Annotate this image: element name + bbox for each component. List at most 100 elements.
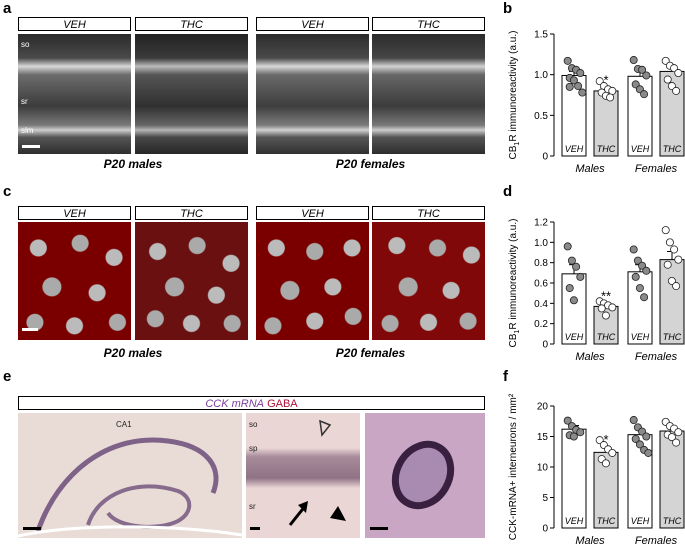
bar-label: THC [597, 516, 616, 526]
micrograph-c-thc-male [135, 222, 248, 340]
data-point [601, 311, 610, 320]
data-point [565, 284, 574, 293]
data-point [640, 90, 649, 99]
neuron-drawing [391, 440, 455, 510]
micrograph-c-veh-male [18, 222, 131, 340]
data-point [674, 428, 683, 437]
layer-sr-e-label: sr [249, 502, 256, 511]
layers-drawing [288, 419, 346, 526]
micrograph-a-veh-female [256, 34, 369, 154]
data-point [667, 276, 676, 285]
data-point [674, 255, 683, 264]
group-label: Males [575, 163, 605, 175]
data-point [672, 282, 681, 291]
layer-sr-label: sr [21, 97, 28, 106]
data-point [635, 284, 644, 293]
open-arrowhead-icon [319, 419, 332, 437]
scale-bar-e3 [370, 527, 388, 530]
header-a-thc-female: THC [372, 17, 485, 31]
group-label: Males [575, 535, 605, 547]
data-point [642, 266, 651, 275]
y-tick-label: 5 [542, 493, 548, 504]
scale-bar-c [22, 328, 38, 331]
y-tick-label: 10 [537, 463, 549, 474]
filled-arrowhead-icon [330, 506, 346, 521]
y-tick-label: 0.4 [534, 299, 548, 310]
data-point [672, 86, 681, 95]
data-point [574, 82, 583, 91]
bar-label: VEH [631, 144, 650, 154]
data-point [569, 76, 578, 85]
group-label: Females [635, 351, 678, 363]
bar-label: VEH [565, 516, 584, 526]
bar-label: VEH [631, 332, 650, 342]
y-axis-label: CB1R immunoreactivity (a.u.) [508, 219, 521, 348]
significance-marker: * [603, 432, 608, 447]
data-point [631, 434, 640, 443]
data-point [661, 226, 670, 235]
ca1-label: CA1 [116, 420, 132, 429]
micrograph-a-thc-female [372, 34, 485, 154]
data-point [629, 56, 638, 65]
data-point [608, 448, 617, 457]
data-point [576, 428, 585, 437]
data-point [672, 438, 681, 447]
bar-label: VEH [565, 144, 584, 154]
data-point [631, 272, 640, 281]
arrow-head-icon [298, 501, 308, 513]
panel-label-e: e [3, 368, 12, 385]
caption-a-females: P20 females [335, 157, 406, 171]
data-point [569, 432, 578, 441]
header-a-thc-male: THC [135, 17, 248, 31]
caption-c-females: P20 females [335, 346, 406, 360]
bar [627, 434, 653, 529]
caption-a-males: P20 males [103, 157, 163, 171]
significance-marker: * [603, 73, 608, 88]
scale-bar-e1 [23, 527, 41, 530]
y-tick-label: 0.6 [534, 279, 548, 290]
micrograph-e-layers [246, 413, 360, 538]
group-label: Males [575, 351, 605, 363]
data-point [663, 260, 672, 269]
data-point [608, 303, 617, 312]
data-point [633, 256, 642, 265]
y-tick-label: 1.0 [534, 70, 548, 81]
data-point [601, 459, 610, 468]
data-point [569, 296, 578, 305]
chart-f: 0 5 10 15 20 CCK-mRNA+ interneurons / mm² VEH T… [508, 393, 685, 547]
panel-label-f: f [503, 368, 508, 385]
hippocampus-drawing [18, 437, 242, 538]
bar [659, 430, 685, 529]
chart-b: 0 0.5 1.0 1.5 CB1R immunoreactivity (a.u.) VE… [508, 30, 685, 175]
header-e-gaba: GABA [267, 398, 298, 410]
header-c-thc-female: THC [372, 206, 485, 220]
y-tick-label: 1.0 [534, 238, 548, 249]
data-point [565, 82, 574, 91]
panel-label-a: a [3, 0, 12, 17]
data-point [563, 242, 572, 251]
y-axis-label: CCK-mRNA+ interneurons / mm² [508, 393, 519, 540]
header-c-thc-male: THC [135, 206, 248, 220]
bar-label: VEH [565, 332, 584, 342]
scale-bar-e2 [250, 527, 260, 530]
micrograph-e-neuron [365, 413, 485, 538]
header-a-veh-male: VEH [18, 17, 131, 31]
header-e-mrna: CCK mRNA [205, 398, 265, 410]
panel-label-d: d [503, 183, 513, 200]
header-c-veh-female: VEH [256, 206, 369, 220]
micrograph-c-veh-female [256, 222, 369, 340]
header-a-veh-female: VEH [256, 17, 369, 31]
data-point [572, 262, 581, 271]
micrograph-e-hippocampus [18, 413, 242, 538]
data-point [670, 245, 679, 254]
data-point [576, 69, 585, 78]
header-c-veh-male: VEH [18, 206, 131, 220]
data-point [597, 304, 606, 313]
y-tick-label: 1.5 [534, 30, 548, 41]
group-label: Females [635, 535, 678, 547]
caption-c-males: P20 males [103, 346, 163, 360]
data-point [663, 75, 672, 84]
chart-d: 0 0.2 0.4 0.6 0.8 1.0 1.2 CB1R immunoreactivity… [508, 218, 685, 363]
layer-slm-label: slm [21, 126, 34, 135]
y-tick-label: 0 [542, 524, 548, 535]
